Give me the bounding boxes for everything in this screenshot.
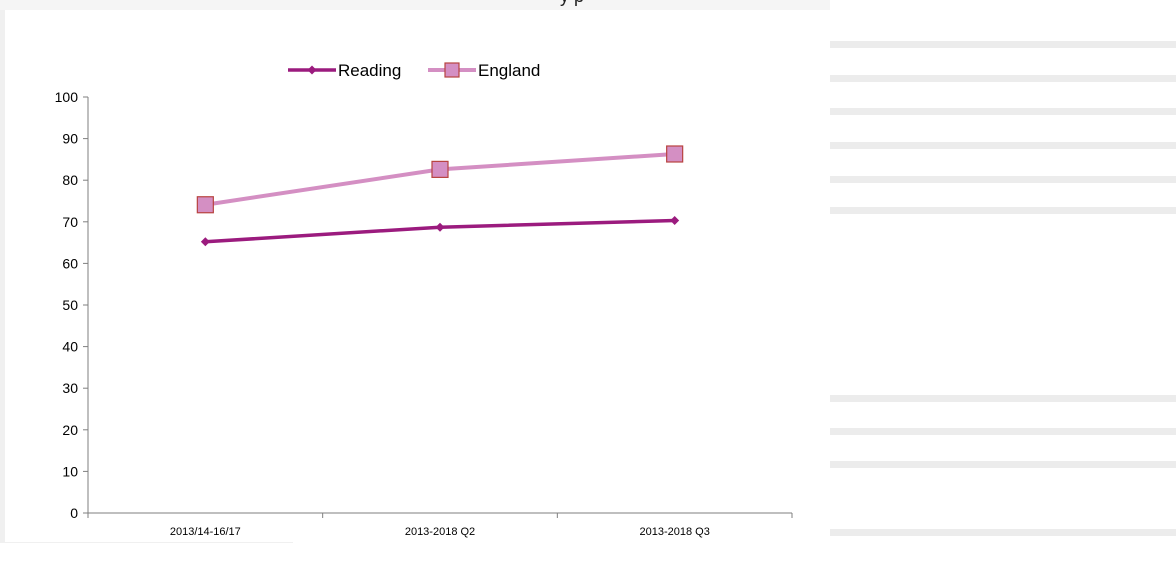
x-tick-label: 2013/14-16/17 xyxy=(170,526,241,538)
right-divider-line xyxy=(830,207,1176,214)
data-point-england xyxy=(196,196,214,214)
data-point-reading xyxy=(670,216,680,226)
data-point-england xyxy=(666,145,684,163)
right-divider-line xyxy=(830,108,1176,115)
y-tick-label: 20 xyxy=(62,422,78,438)
y-tick-label: 90 xyxy=(62,131,78,147)
legend-label-england: England xyxy=(478,61,540,80)
x-tick-label: 2013-2018 Q2 xyxy=(405,526,475,538)
y-tick-label: 0 xyxy=(70,505,78,521)
right-divider-line xyxy=(830,142,1176,149)
right-divider-line xyxy=(830,395,1176,402)
line-chart: 0 10 20 30 40 50 60 70 80 90 100 2013/14-16/17 2013-… xyxy=(55,61,793,538)
chart-panel: 0 10 20 30 40 50 60 70 80 90 100 2013/14-16/17 2013-… xyxy=(5,10,816,542)
right-divider-line xyxy=(830,529,1176,536)
legend-marker-england xyxy=(444,62,460,78)
y-tick-label: 10 xyxy=(62,463,78,479)
right-divider-line xyxy=(830,41,1176,48)
y-tick-label: 30 xyxy=(62,380,78,396)
data-point-england xyxy=(431,160,449,178)
right-divider-line xyxy=(830,75,1176,82)
y-tick-label: 60 xyxy=(62,255,78,271)
legend-label-reading: Reading xyxy=(338,61,401,80)
right-divider-line xyxy=(830,176,1176,183)
bottom-strip xyxy=(0,543,1176,563)
y-tick-label: 50 xyxy=(62,297,78,313)
y-tick-label: 40 xyxy=(62,339,78,355)
y-tick-label: 100 xyxy=(55,89,79,105)
x-tick-label: 2013-2018 Q3 xyxy=(639,526,709,538)
y-tick-label: 70 xyxy=(62,214,78,230)
header-fragment: y p xyxy=(560,0,584,7)
y-tick-label: 80 xyxy=(62,172,78,188)
right-divider-line xyxy=(830,461,1176,468)
legend-marker-reading xyxy=(307,65,317,75)
data-point-reading xyxy=(200,237,210,247)
right-divider-line xyxy=(830,428,1176,435)
background-panel-top xyxy=(0,0,830,10)
data-point-reading xyxy=(435,222,445,232)
